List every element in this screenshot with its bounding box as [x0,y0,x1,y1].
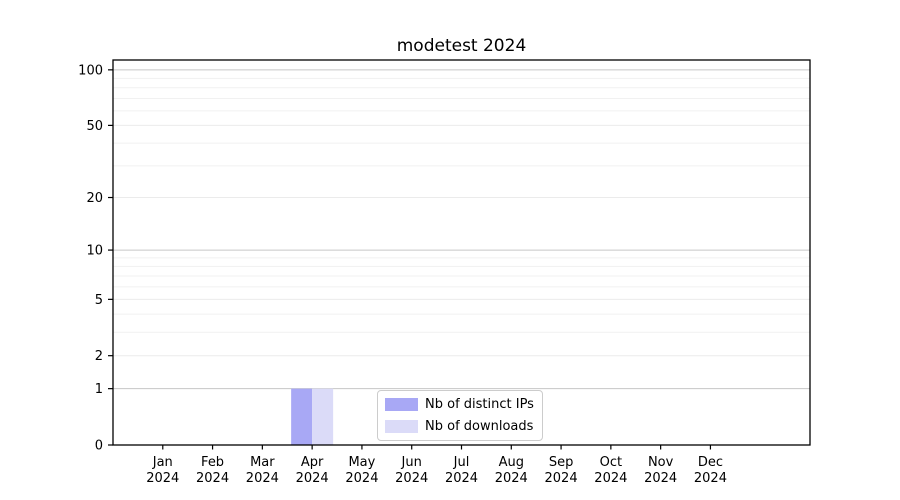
x-year-label: 2024 [196,471,229,486]
x-year-label: 2024 [694,471,727,486]
legend-label: Nb of downloads [425,419,534,434]
legend-row: Nb of distinct IPs [385,397,534,412]
x-tick-label: Sep [549,455,574,470]
legend: Nb of distinct IPs Nb of downloads [377,390,543,441]
chart-title: modetest 2024 [396,36,527,56]
x-tick-label: Apr [301,455,324,470]
legend-row: Nb of downloads [385,419,533,434]
x-year-label: 2024 [495,471,528,486]
legend-swatch [385,398,418,411]
y-tick-label: 0 [95,439,103,454]
x-year-label: 2024 [345,471,378,486]
x-tick-label: Feb [201,455,224,470]
y-tick-label: 100 [78,63,103,78]
y-tick-label: 10 [86,244,103,259]
x-year-label: 2024 [296,471,329,486]
x-year-label: 2024 [395,471,428,486]
x-year-label: 2024 [594,471,627,486]
bar [291,388,313,445]
y-tick-label: 2 [95,349,103,364]
y-tick-label: 5 [95,293,103,308]
x-year-label: 2024 [545,471,578,486]
y-tick-label: 1 [95,382,103,397]
x-tick-label: Dec [698,455,723,470]
x-tick-label: Oct [600,455,622,470]
x-tick-label: Mar [250,455,275,470]
x-tick-label: Jun [401,455,422,470]
y-tick-label: 50 [86,119,103,134]
legend-label: Nb of distinct IPs [425,397,534,412]
plot-border [112,59,811,446]
y-tick-label: 20 [86,191,103,206]
x-year-label: 2024 [146,471,179,486]
x-tick-label: Nov [648,455,674,470]
x-tick-label: Jan [152,455,173,470]
x-year-label: 2024 [445,471,478,486]
x-tick-label: May [348,455,375,470]
legend-swatch [385,420,418,433]
bar [312,388,334,445]
x-tick-label: Jul [453,455,470,470]
x-year-label: 2024 [644,471,677,486]
x-tick-label: Aug [499,455,524,470]
x-year-label: 2024 [246,471,279,486]
